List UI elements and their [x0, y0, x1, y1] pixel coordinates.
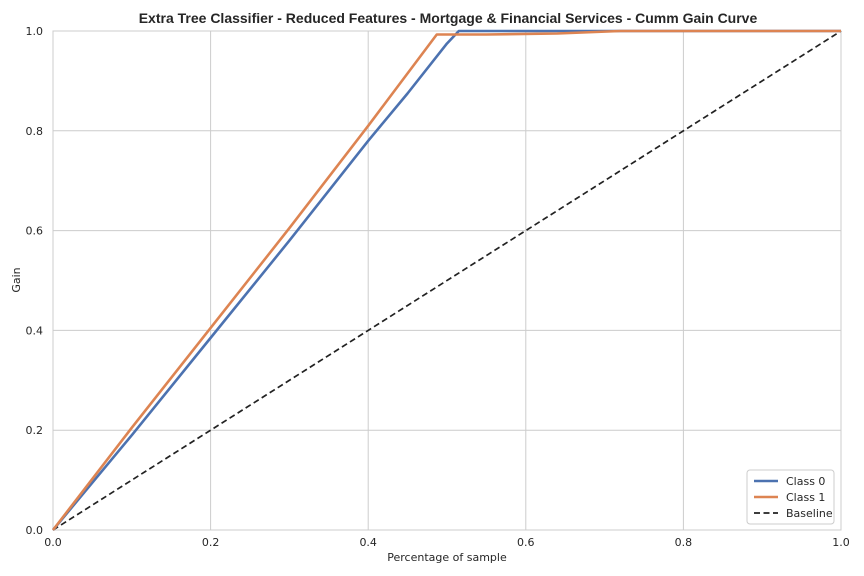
x-tick-label: 0.6: [517, 536, 535, 549]
legend-label: Class 0: [786, 475, 825, 488]
y-tick-label: 0.4: [26, 324, 44, 337]
y-axis-label: Gain: [10, 267, 23, 292]
series-line-baseline: [52, 30, 842, 531]
x-axis-label: Percentage of sample: [387, 551, 507, 564]
x-tick-label: 1.0: [832, 536, 850, 549]
series-line-class-1: [51, 29, 841, 531]
plot-frame: [52, 30, 842, 531]
y-tick-label: 0.2: [26, 424, 44, 437]
x-tick-label: 0.4: [359, 536, 377, 549]
y-tick-label: 0.0: [26, 524, 44, 537]
x-tick-label: 0.8: [675, 536, 693, 549]
y-tick-label: 0.6: [26, 225, 44, 238]
x-tick-label: 0.2: [202, 536, 220, 549]
y-tick-label: 0.8: [26, 125, 44, 138]
x-tick-label: 0.0: [44, 536, 62, 549]
chart-title: Extra Tree Classifier - Reduced Features…: [139, 10, 758, 26]
y-tick-label: 1.0: [26, 25, 44, 38]
legend-box: [746, 469, 835, 525]
series-layer: [51, 29, 842, 531]
legend-label: Class 1: [786, 491, 825, 504]
tick-labels: 0.0 0.2 0.4 0.6 0.8 1.0 0.0 0.2 0.4 0.6 0.8 1.0: [26, 25, 850, 549]
legend-label: Baseline: [786, 507, 833, 520]
legend: Class 0 Class 1 Baseline: [746, 469, 835, 525]
